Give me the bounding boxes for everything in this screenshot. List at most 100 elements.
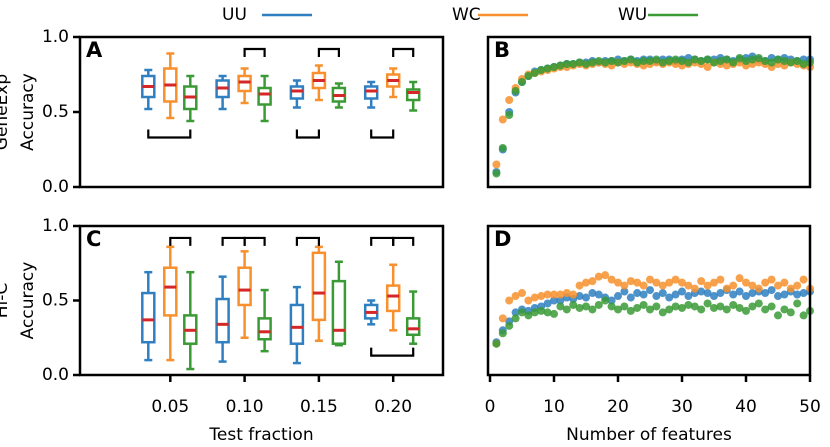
- point: [742, 292, 750, 301]
- point: [684, 281, 693, 290]
- point: [786, 284, 795, 293]
- significance-bracket: [317, 47, 340, 57]
- point: [511, 292, 520, 301]
- point: [793, 281, 802, 290]
- significance-bracket: [295, 129, 320, 139]
- point: [684, 58, 693, 67]
- point: [543, 308, 552, 317]
- point: [639, 290, 648, 299]
- point: [774, 281, 782, 290]
- point: [761, 289, 770, 298]
- point: [774, 292, 782, 301]
- point: [671, 275, 680, 284]
- point: [518, 308, 526, 317]
- point: [793, 299, 802, 308]
- point: [748, 302, 757, 311]
- legend-label: WU: [618, 5, 647, 25]
- x-tick-label: 0: [485, 397, 496, 417]
- point: [620, 287, 629, 296]
- point: [703, 289, 712, 298]
- point: [780, 290, 789, 299]
- point: [722, 305, 731, 314]
- point: [543, 299, 552, 308]
- point: [569, 60, 578, 68]
- point: [678, 287, 686, 296]
- point: [767, 275, 776, 284]
- point: [626, 293, 635, 302]
- point: [748, 55, 757, 64]
- x-tick-label: 0.20: [374, 397, 412, 417]
- point: [537, 292, 546, 301]
- point: [697, 287, 706, 296]
- point: [530, 293, 539, 302]
- x-tick-label: 0.05: [151, 397, 189, 417]
- point: [697, 57, 706, 65]
- point: [774, 55, 782, 64]
- point: [620, 57, 629, 65]
- point: [678, 57, 686, 65]
- x-tick-label: 30: [671, 397, 693, 417]
- point: [550, 309, 558, 318]
- point: [684, 292, 693, 301]
- point: [658, 289, 667, 298]
- point: [588, 289, 597, 298]
- point: [690, 55, 699, 64]
- point: [582, 293, 590, 302]
- point: [799, 275, 808, 284]
- point: [582, 60, 590, 68]
- x-tick-label: 50: [799, 397, 821, 417]
- point: [505, 321, 514, 330]
- point: [671, 302, 680, 311]
- significance-bracket: [370, 347, 415, 357]
- point: [716, 57, 725, 65]
- point: [735, 303, 744, 312]
- point: [786, 58, 795, 67]
- point: [588, 58, 597, 67]
- point: [607, 57, 616, 65]
- point: [575, 58, 584, 67]
- point: [505, 296, 514, 305]
- point: [569, 300, 578, 309]
- point: [601, 271, 610, 280]
- point: [556, 290, 565, 299]
- point: [537, 306, 546, 315]
- point: [575, 292, 584, 301]
- point: [671, 55, 680, 64]
- point: [524, 72, 533, 80]
- point: [594, 290, 603, 299]
- point: [780, 278, 789, 287]
- point: [492, 160, 501, 169]
- point: [588, 305, 597, 314]
- point: [594, 57, 603, 65]
- panel-letter: A: [86, 38, 103, 62]
- point: [799, 60, 808, 68]
- significance-bracket: [243, 236, 266, 246]
- y-axis-label: Hi-C: [0, 283, 12, 319]
- point: [729, 281, 738, 290]
- point: [556, 296, 565, 305]
- y-tick-label: 1.0: [42, 216, 69, 236]
- point: [697, 305, 706, 314]
- point: [716, 275, 725, 284]
- x-axis-label: Test fraction: [208, 425, 313, 445]
- point: [620, 281, 629, 290]
- point: [492, 169, 501, 178]
- x-axis-label: Number of features: [566, 425, 732, 445]
- point: [614, 58, 622, 67]
- point: [786, 308, 795, 317]
- point: [742, 57, 750, 65]
- point: [665, 305, 674, 314]
- point: [658, 58, 667, 67]
- point: [562, 289, 571, 298]
- point: [614, 278, 622, 287]
- point: [633, 303, 642, 312]
- box: [405, 317, 421, 337]
- point: [594, 272, 603, 281]
- point: [665, 57, 674, 65]
- x-tick-label: 20: [607, 397, 629, 417]
- point: [799, 311, 808, 320]
- y-tick-label: 0.5: [42, 291, 69, 311]
- point: [550, 296, 558, 305]
- panel-letter: D: [494, 227, 511, 251]
- panel-frame: [78, 35, 445, 189]
